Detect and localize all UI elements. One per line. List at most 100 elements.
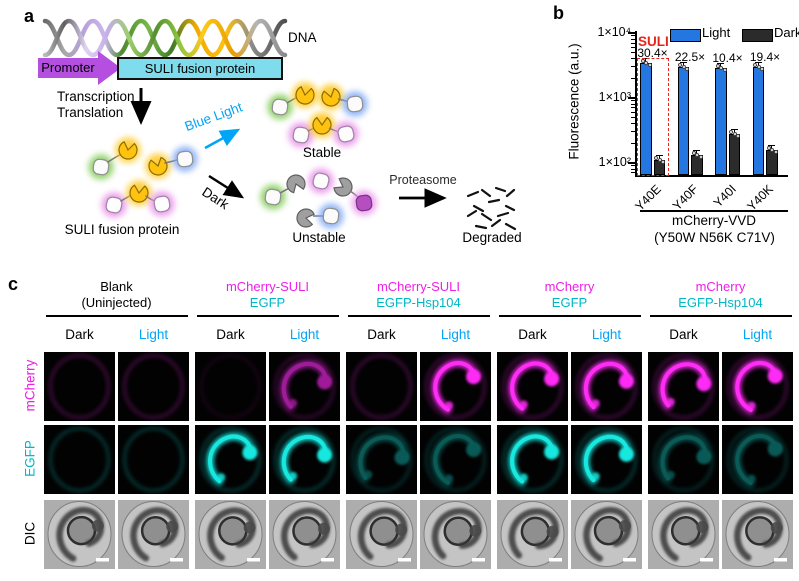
chorion-ring xyxy=(727,354,788,419)
embryo-signal xyxy=(356,433,410,482)
suli-protein-cluster-icon xyxy=(88,135,198,218)
fluorescence-image xyxy=(722,352,793,421)
y-minor-tick xyxy=(631,172,635,174)
fold-change-label: 10.4× xyxy=(712,51,743,66)
fluorescence-image xyxy=(648,425,719,494)
embryo-signal xyxy=(658,433,712,483)
group-label-line2: EGFP xyxy=(249,295,286,310)
micrograph-dic-9 xyxy=(648,500,719,569)
embryo-body xyxy=(508,508,559,559)
micrograph-mcherry-5 xyxy=(346,352,417,421)
micrograph-dic-10 xyxy=(722,500,793,569)
embryo-signal xyxy=(508,359,560,413)
dic-image xyxy=(648,500,719,569)
group-label-line1: mCherry-SULI xyxy=(225,279,310,294)
y-minor-tick xyxy=(631,142,635,144)
micrograph-mcherry-2 xyxy=(118,352,189,421)
data-point-dot xyxy=(698,154,703,159)
embryo-body xyxy=(281,507,331,561)
embryo-signal xyxy=(581,432,634,485)
embryo-signal xyxy=(508,432,560,486)
panel-a-letter: a xyxy=(24,6,35,26)
fold-change-label: 30.4× xyxy=(637,46,668,61)
group-label-line2: EGFP-Hsp104 xyxy=(376,295,461,310)
group-underline xyxy=(498,315,641,317)
group-label-line2: EGFP-Hsp104 xyxy=(678,295,763,310)
embryo-body xyxy=(583,506,632,562)
fluorescence-image xyxy=(118,352,189,421)
degraded-fragments-icon xyxy=(466,186,517,231)
dic-image xyxy=(722,500,793,569)
image-background xyxy=(44,352,115,421)
chorion-ring xyxy=(351,427,412,492)
y-minor-tick xyxy=(631,116,635,118)
group-label-line1: mCherry xyxy=(695,279,746,294)
dic-image xyxy=(346,500,417,569)
scale-bar xyxy=(774,558,787,562)
fluorescence-image xyxy=(648,352,719,421)
fluorescence-image xyxy=(420,425,491,494)
dic-image xyxy=(269,500,340,569)
embryo-body xyxy=(357,507,408,560)
stable-cluster-icon xyxy=(267,80,368,148)
micrograph-egfp-4 xyxy=(269,425,340,494)
embryo-signal xyxy=(431,432,482,487)
embryo-signal xyxy=(581,359,634,412)
y-minor-tick xyxy=(631,58,635,60)
chorion-ring xyxy=(351,354,412,419)
micrograph-mcherry-4 xyxy=(269,352,340,421)
y-axis-line xyxy=(635,31,637,177)
embryo-signal xyxy=(206,432,258,486)
fold-change-label: 22.5× xyxy=(674,50,706,65)
chorion-ring xyxy=(576,354,637,419)
group-label-line1: Blank xyxy=(100,279,133,294)
error-cap xyxy=(730,129,738,131)
embryo-body xyxy=(207,507,256,561)
suli-protein-label: SULI fusion protein xyxy=(65,222,180,237)
dic-image xyxy=(420,500,491,569)
panel-c-letter: c xyxy=(8,274,19,294)
dic-image xyxy=(571,500,642,569)
panel-a-schematic: DNA Promoter SULI fusion protein Transcr… xyxy=(38,18,522,245)
fluorescence-image xyxy=(269,425,340,494)
y-minor-tick xyxy=(631,35,635,37)
proteasome-label: Proteasome xyxy=(389,173,456,187)
suli-gene-box xyxy=(117,57,283,80)
chorion-ring xyxy=(274,427,335,492)
scale-bar xyxy=(321,558,334,562)
y-minor-tick xyxy=(631,168,635,170)
image-background xyxy=(118,425,189,494)
chorion-ring xyxy=(49,354,110,419)
fluorescence-image xyxy=(44,425,115,494)
legend-swatch-light xyxy=(670,29,701,42)
y-minor-tick xyxy=(631,42,635,44)
error-cap xyxy=(768,145,776,147)
data-point-dot xyxy=(736,134,741,139)
image-background xyxy=(346,352,417,421)
error-cap xyxy=(693,149,701,151)
condition-label-dark: Dark xyxy=(216,327,245,342)
scale-bar xyxy=(247,558,260,562)
x-group-line xyxy=(640,210,788,212)
fluorescence-image xyxy=(195,425,266,494)
condition-label-light: Light xyxy=(591,327,622,342)
condition-label-light: Light xyxy=(440,327,471,342)
embryo-body xyxy=(660,507,709,562)
y-major-tick xyxy=(628,161,635,164)
group-underline xyxy=(649,315,792,317)
fluorescence-image xyxy=(346,425,417,494)
y-minor-tick xyxy=(631,165,635,167)
blue-light-arrow-icon xyxy=(204,128,241,150)
micrograph-egfp-5 xyxy=(346,425,417,494)
y-minor-tick xyxy=(631,66,635,68)
fluorescence-image xyxy=(420,352,491,421)
micrograph-egfp-1 xyxy=(44,425,115,494)
dic-image xyxy=(44,500,115,569)
y-tick-label: 1×10³ xyxy=(598,89,631,104)
scale-bar xyxy=(170,558,183,562)
micrograph-mcherry-8 xyxy=(571,352,642,421)
scale-bar xyxy=(700,558,713,562)
group-underline xyxy=(347,315,490,317)
dic-image xyxy=(118,500,189,569)
